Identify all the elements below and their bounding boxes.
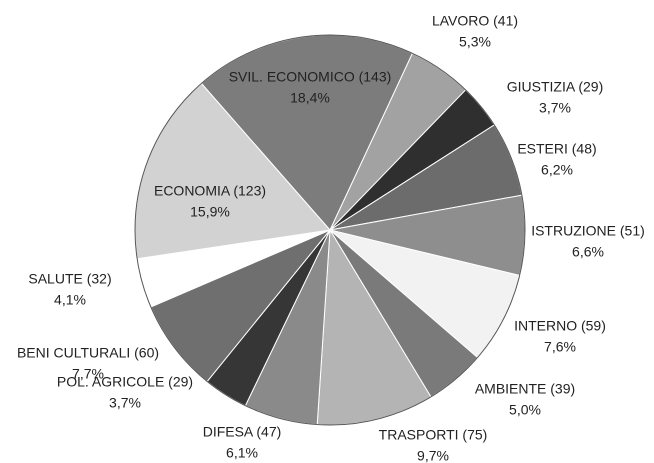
slice-label: AMBIENTE (39) (475, 381, 575, 397)
slice-label: GIUSTIZIA (29) (507, 79, 603, 95)
slice-label: SALUTE (32) (28, 271, 111, 287)
slice-label: SVIL. ECONOMICO (143) (229, 69, 392, 85)
slice-label: ECONOMIA (123) (154, 183, 266, 199)
slice-value-label: 5,3% (459, 34, 491, 50)
slice-label: ESTERI (48) (517, 141, 596, 157)
slice-label: INTERNO (59) (514, 318, 606, 334)
slice-label: BENI CULTURALI (60) (17, 345, 159, 361)
slice-label: POL. AGRICOLE (29) (57, 374, 193, 390)
slice-value-label: 9,7% (417, 448, 449, 463)
slice-value-label: 4,1% (54, 292, 86, 308)
slice-value-label: 5,0% (509, 402, 541, 418)
slice-value-label: 6,1% (226, 445, 258, 461)
slice-value-label: 3,7% (539, 100, 571, 116)
slice-value-label: 18,4% (290, 90, 330, 106)
slice-label: DIFESA (47) (203, 424, 282, 440)
slice-value-label: 7,7% (72, 366, 104, 382)
pie-outline (134, 34, 526, 426)
slice-value-label: 15,9% (190, 204, 230, 220)
slice-label: LAVORO (41) (432, 13, 518, 29)
slice-value-label: 6,6% (572, 244, 604, 260)
slice-value-label: 7,6% (544, 339, 576, 355)
slice-label: ISTRUZIONE (51) (531, 223, 645, 239)
slice-value-label: 6,2% (541, 162, 573, 178)
slice-label: TRASPORTI (75) (379, 427, 488, 443)
slice-value-label: 3,7% (109, 395, 141, 411)
